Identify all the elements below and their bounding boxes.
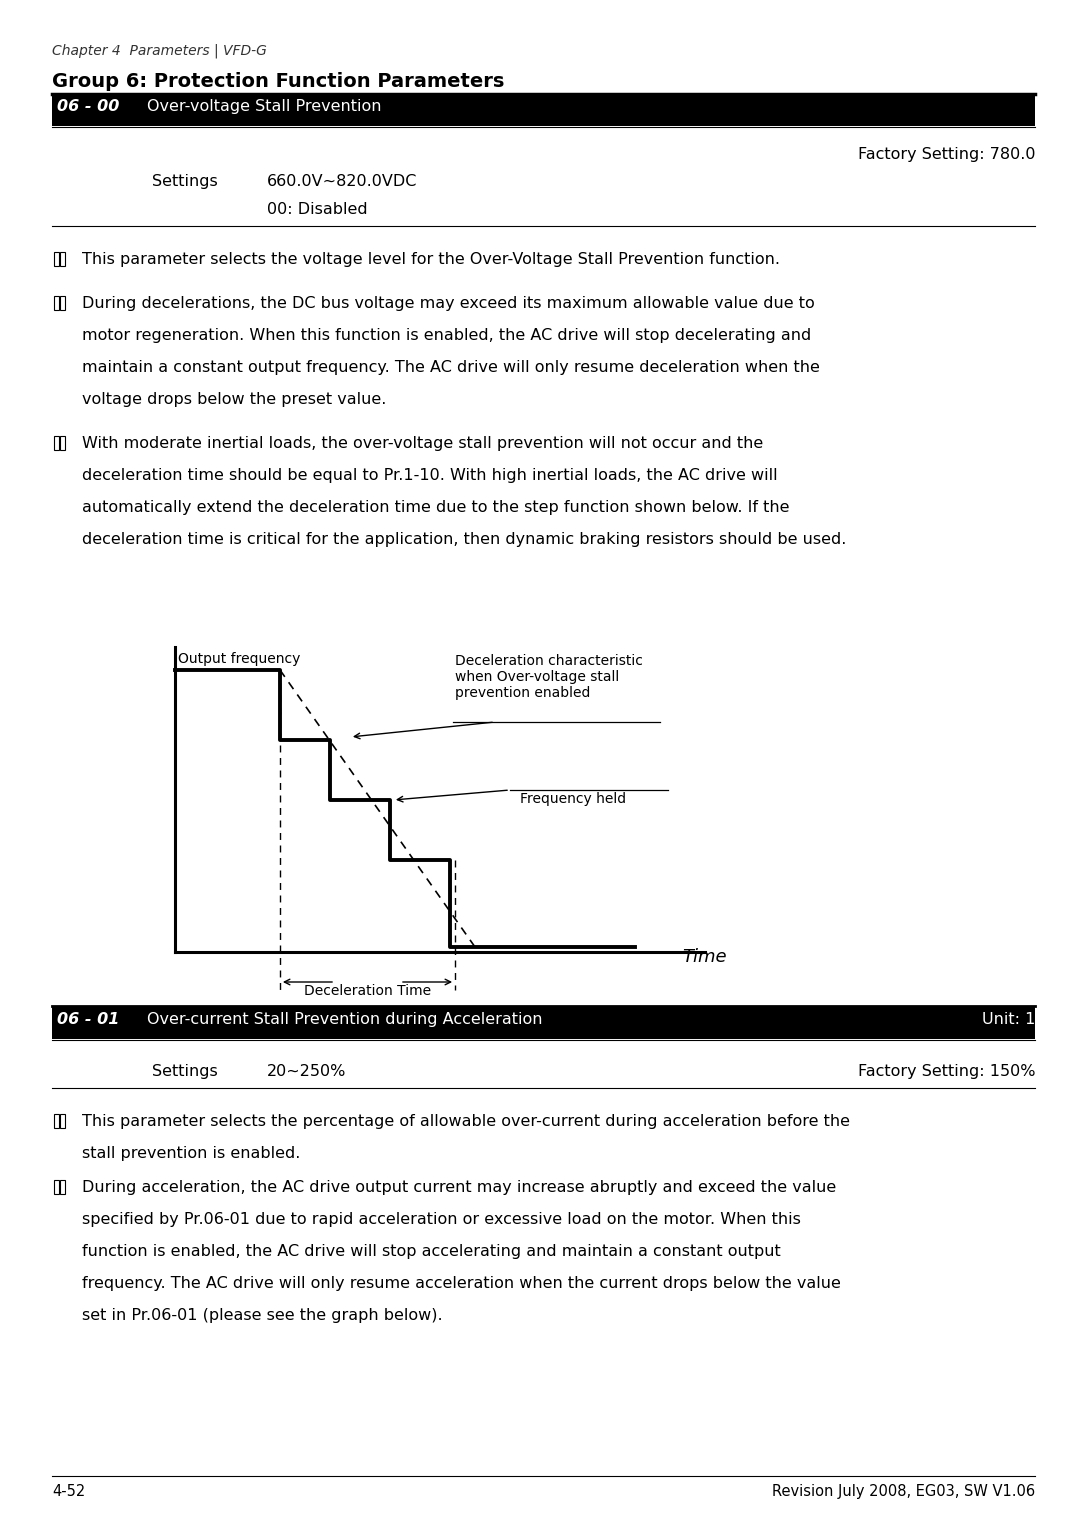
- Text: During acceleration, the AC drive output current may increase abruptly and excee: During acceleration, the AC drive output…: [82, 1180, 836, 1195]
- Text: function is enabled, the AC drive will stop accelerating and maintain a constant: function is enabled, the AC drive will s…: [82, 1244, 781, 1259]
- Bar: [54, 252, 59, 265]
- Text: Factory Setting: 150%: Factory Setting: 150%: [858, 1065, 1035, 1078]
- Text: 00: Disabled: 00: Disabled: [267, 202, 367, 216]
- Bar: [54, 296, 59, 310]
- Text: Deceleration Time: Deceleration Time: [303, 983, 431, 999]
- Text: voltage drops below the preset value.: voltage drops below the preset value.: [82, 393, 387, 407]
- Text: automatically extend the deceleration time due to the step function shown below.: automatically extend the deceleration ti…: [82, 500, 789, 515]
- Text: stall prevention is enabled.: stall prevention is enabled.: [82, 1146, 300, 1161]
- Text: 660.0V~820.0VDC: 660.0V~820.0VDC: [267, 173, 417, 189]
- Text: Factory Setting: 780.0: Factory Setting: 780.0: [858, 147, 1035, 163]
- Bar: [52, 94, 1035, 126]
- Text: Settings: Settings: [152, 173, 218, 189]
- Text: Revision July 2008, EG03, SW V1.06: Revision July 2008, EG03, SW V1.06: [772, 1483, 1035, 1499]
- Text: Time: Time: [681, 948, 727, 966]
- Text: 4-52: 4-52: [52, 1483, 85, 1499]
- Text: With moderate inertial loads, the over-voltage stall prevention will not occur a: With moderate inertial loads, the over-v…: [82, 436, 764, 451]
- Text: During decelerations, the DC bus voltage may exceed its maximum allowable value : During decelerations, the DC bus voltage…: [82, 296, 814, 311]
- Text: Frequency held: Frequency held: [519, 792, 626, 805]
- Text: Over-voltage Stall Prevention: Over-voltage Stall Prevention: [147, 100, 381, 114]
- Text: frequency. The AC drive will only resume acceleration when the current drops bel: frequency. The AC drive will only resume…: [82, 1276, 841, 1292]
- Text: 06 - 00: 06 - 00: [57, 100, 120, 114]
- Text: Deceleration characteristic
when Over-voltage stall
prevention enabled: Deceleration characteristic when Over-vo…: [455, 653, 643, 701]
- Text: deceleration time should be equal to Pr.1-10. With high inertial loads, the AC d: deceleration time should be equal to Pr.…: [82, 468, 778, 483]
- Bar: [54, 436, 59, 449]
- Text: 20~250%: 20~250%: [267, 1065, 347, 1078]
- Text: motor regeneration. When this function is enabled, the AC drive will stop decele: motor regeneration. When this function i…: [82, 328, 811, 344]
- Text: set in Pr.06-01 (please see the graph below).: set in Pr.06-01 (please see the graph be…: [82, 1309, 443, 1322]
- Bar: [59, 296, 65, 310]
- Text: Over-current Stall Prevention during Acceleration: Over-current Stall Prevention during Acc…: [147, 1012, 542, 1026]
- Text: Chapter 4  Parameters | VFD-G: Chapter 4 Parameters | VFD-G: [52, 44, 267, 58]
- Bar: [59, 436, 65, 449]
- Bar: [59, 1114, 65, 1127]
- Text: deceleration time is critical for the application, then dynamic braking resistor: deceleration time is critical for the ap…: [82, 532, 847, 548]
- Text: Settings: Settings: [152, 1065, 218, 1078]
- Text: Output frequency: Output frequency: [178, 652, 300, 666]
- Text: 06 - 01: 06 - 01: [57, 1012, 120, 1026]
- Bar: [54, 1114, 59, 1127]
- Text: This parameter selects the percentage of allowable over-current during accelerat: This parameter selects the percentage of…: [82, 1114, 850, 1129]
- Text: specified by Pr.06-01 due to rapid acceleration or excessive load on the motor. : specified by Pr.06-01 due to rapid accel…: [82, 1212, 801, 1227]
- Bar: [59, 1180, 65, 1193]
- Text: Group 6: Protection Function Parameters: Group 6: Protection Function Parameters: [52, 72, 504, 91]
- Bar: [59, 252, 65, 265]
- Text: This parameter selects the voltage level for the Over-Voltage Stall Prevention f: This parameter selects the voltage level…: [82, 252, 780, 267]
- Text: maintain a constant output frequency. The AC drive will only resume deceleration: maintain a constant output frequency. Th…: [82, 360, 820, 374]
- Text: Unit: 1: Unit: 1: [982, 1012, 1035, 1026]
- Bar: [54, 1180, 59, 1193]
- Bar: [52, 1006, 1035, 1039]
